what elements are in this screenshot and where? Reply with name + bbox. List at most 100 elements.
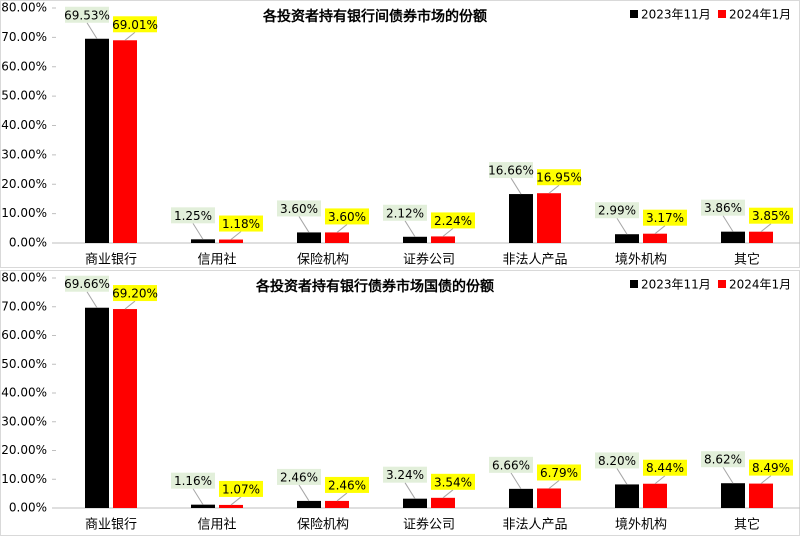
label-box bbox=[537, 169, 581, 186]
leader-line bbox=[404, 482, 416, 499]
leader-line bbox=[616, 217, 628, 235]
value-label: 3.17% bbox=[646, 211, 684, 225]
bar bbox=[509, 194, 533, 243]
label-box bbox=[643, 209, 687, 226]
value-label: 1.16% bbox=[174, 474, 212, 488]
bar bbox=[325, 232, 349, 243]
leader-line bbox=[654, 225, 666, 235]
leader-line bbox=[86, 291, 98, 308]
leader-line bbox=[124, 300, 136, 310]
leader-line bbox=[548, 184, 560, 194]
x-tick-label: 信用社 bbox=[197, 517, 236, 533]
bar bbox=[325, 500, 349, 508]
y-tick-label: 10.00% bbox=[1, 472, 47, 486]
label-box bbox=[219, 215, 263, 232]
leader-line bbox=[510, 472, 522, 490]
label-box bbox=[277, 200, 321, 217]
value-label: 2.24% bbox=[434, 214, 472, 228]
value-label: 1.07% bbox=[222, 482, 260, 496]
label-box bbox=[383, 466, 427, 483]
value-label: 3.85% bbox=[752, 209, 790, 223]
bar bbox=[191, 239, 215, 243]
label-box bbox=[643, 459, 687, 476]
bar bbox=[85, 307, 109, 508]
value-label: 8.62% bbox=[704, 453, 742, 467]
bar bbox=[431, 236, 455, 243]
value-label: 8.44% bbox=[646, 461, 684, 475]
label-box bbox=[277, 468, 321, 485]
leader-line bbox=[336, 224, 348, 233]
leader-line bbox=[86, 22, 98, 40]
y-tick-label: 40.00% bbox=[1, 118, 47, 132]
bar bbox=[403, 498, 427, 508]
label-box bbox=[489, 456, 533, 473]
x-tick-label: 境外机构 bbox=[615, 253, 667, 268]
value-label: 69.66% bbox=[64, 277, 110, 291]
chart-title: 各投资者持有银行间债券市场的份额 bbox=[262, 8, 487, 25]
label-box bbox=[701, 451, 745, 468]
bar bbox=[219, 504, 243, 508]
bar bbox=[509, 488, 533, 508]
y-tick-label: 20.00% bbox=[1, 443, 47, 457]
x-tick-label: 境外机构 bbox=[615, 518, 667, 533]
y-tick-label: 70.00% bbox=[1, 299, 47, 313]
label-box bbox=[595, 452, 639, 469]
y-tick-label: 40.00% bbox=[1, 386, 47, 400]
bar bbox=[297, 500, 321, 508]
bar bbox=[615, 234, 639, 243]
leader-line bbox=[192, 488, 204, 505]
label-box bbox=[749, 459, 793, 476]
leader-line bbox=[230, 496, 242, 506]
y-tick-label: 80.00% bbox=[1, 1, 47, 15]
value-label: 16.95% bbox=[536, 171, 582, 185]
value-label: 3.60% bbox=[280, 202, 318, 216]
y-tick-label: 50.00% bbox=[1, 89, 47, 103]
y-tick-label: 70.00% bbox=[1, 30, 47, 44]
label-box bbox=[171, 472, 215, 489]
y-tick-label: 30.00% bbox=[1, 414, 47, 428]
y-tick-label: 60.00% bbox=[1, 59, 47, 73]
legend-swatch bbox=[718, 10, 726, 18]
x-tick-label: 商业银行 bbox=[85, 253, 137, 268]
value-label: 2.46% bbox=[280, 470, 318, 484]
y-tick-label: 80.00% bbox=[1, 271, 47, 285]
bar bbox=[191, 504, 215, 508]
leader-line bbox=[548, 480, 560, 489]
y-tick-label: 60.00% bbox=[1, 328, 47, 342]
x-tick-label: 证券公司 bbox=[403, 517, 455, 533]
bar bbox=[113, 309, 137, 508]
label-box bbox=[431, 212, 475, 229]
value-label: 3.86% bbox=[704, 201, 742, 215]
x-tick-label: 其它 bbox=[734, 517, 760, 533]
x-tick-label: 非法人产品 bbox=[502, 253, 567, 268]
value-label: 2.99% bbox=[598, 204, 636, 218]
leader-line bbox=[298, 484, 310, 502]
bar bbox=[749, 231, 773, 243]
label-box bbox=[113, 285, 157, 302]
bar bbox=[297, 232, 321, 243]
bar bbox=[219, 239, 243, 243]
x-tick-label: 证券公司 bbox=[403, 252, 455, 268]
leader-line bbox=[616, 468, 628, 485]
x-tick-label: 保险机构 bbox=[297, 253, 349, 268]
label-box bbox=[489, 162, 533, 179]
y-tick-label: 20.00% bbox=[1, 177, 47, 191]
y-tick-label: 30.00% bbox=[1, 147, 47, 161]
value-label: 69.53% bbox=[64, 8, 110, 22]
leader-line bbox=[722, 215, 734, 232]
value-label: 1.18% bbox=[222, 217, 260, 231]
bar bbox=[403, 236, 427, 243]
leader-line bbox=[404, 220, 416, 238]
label-box bbox=[325, 208, 369, 225]
x-tick-label: 信用社 bbox=[197, 252, 236, 268]
value-label: 69.01% bbox=[112, 18, 158, 32]
label-box bbox=[219, 480, 263, 497]
value-label: 3.60% bbox=[328, 210, 366, 224]
legend-label: 2023年11月 bbox=[641, 278, 711, 292]
leader-line bbox=[230, 231, 242, 240]
bar bbox=[749, 483, 773, 508]
value-label: 2.12% bbox=[386, 206, 424, 220]
legend-swatch bbox=[630, 280, 638, 288]
value-label: 1.25% bbox=[174, 209, 212, 223]
bar bbox=[85, 38, 109, 243]
